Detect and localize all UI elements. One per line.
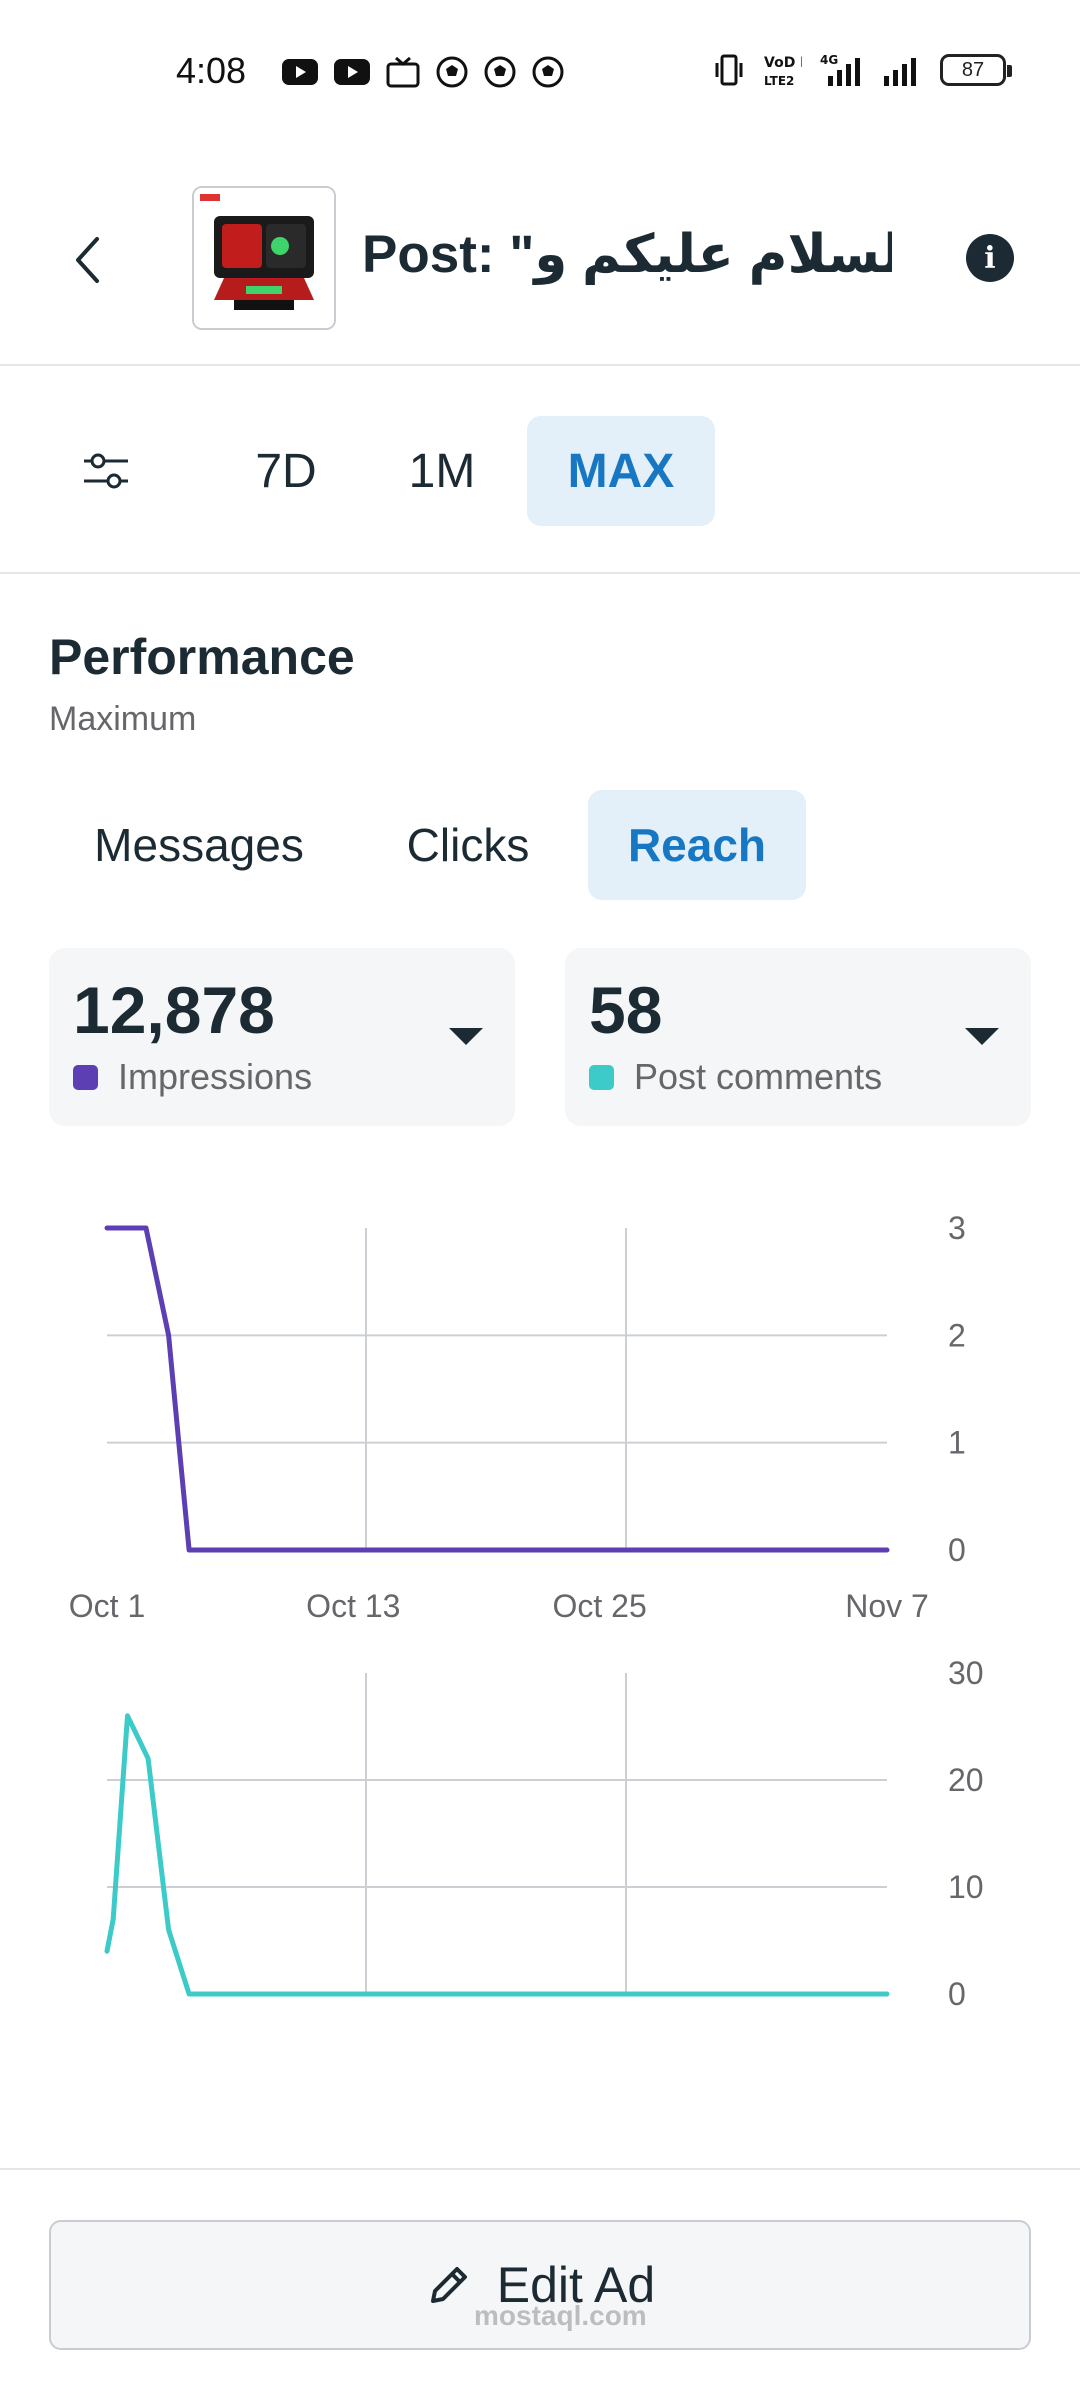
post-comments-chart: 30 20 10 0 (0, 1650, 1080, 2020)
post-comments-series-line (104, 1713, 890, 1997)
impressions-swatch (73, 1064, 98, 1090)
impressions-series-line (104, 1225, 890, 1553)
impressions-legend: Impressions (73, 1056, 312, 1098)
post-comments-legend: Post comments (589, 1056, 882, 1098)
battery-indicator: 87 (940, 54, 1012, 86)
chevron-left-icon (76, 237, 99, 283)
post-comments-value: 58 (589, 973, 663, 1047)
impressions-x-tick-label: Oct 25 (552, 1588, 646, 1624)
caret-down-icon[interactable] (965, 1028, 999, 1045)
impressions-chart-svg: 3 2 1 0 Oct 1 Oct 13 Oct 25 Nov 7 (69, 1210, 966, 1624)
watermark: mostaql.com (474, 2300, 647, 2331)
post-comments-y-tick-label: 0 (948, 1976, 966, 2012)
tab-7d[interactable]: 7D (255, 444, 317, 498)
notification-icons (282, 54, 564, 90)
status-time: 4:08 (176, 50, 247, 91)
impressions-y-tick-label: 0 (948, 1532, 966, 1568)
post-comments-swatch (589, 1064, 614, 1090)
post-thumbnail[interactable] (192, 186, 336, 330)
impressions-y-tick-label: 2 (948, 1317, 966, 1353)
edit-ad-button[interactable]: Edit Ad (49, 2220, 1031, 2350)
tab-clicks[interactable]: Clicks (406, 819, 530, 871)
post-comments-y-tick-label: 10 (948, 1869, 984, 1905)
post-comments-chart-svg: 30 20 10 0 (104, 1655, 984, 2012)
volte-icon: VoD LTE2 LTE2 (764, 55, 802, 88)
svg-text:4G: 4G (820, 53, 838, 67)
impressions-x-tick-label: Oct 1 (69, 1588, 145, 1624)
performance-subtitle: Maximum (49, 700, 197, 738)
impressions-chart: 3 2 1 0 Oct 1 Oct 13 Oct 25 Nov 7 (0, 1190, 1080, 1650)
youtube-icon (334, 59, 370, 85)
impressions-y-tick-label: 3 (948, 1210, 966, 1246)
status-bar: 4:08 VoD LTE2 LTE2 4G 87 (0, 0, 1080, 140)
caret-down-icon[interactable] (449, 1028, 483, 1045)
footer-bar: Edit Ad mostaql.com (0, 2168, 1080, 2400)
tab-reach[interactable]: Reach (588, 790, 806, 900)
tab-messages[interactable]: Messages (94, 819, 304, 871)
impressions-x-tick-label: Oct 13 (306, 1588, 400, 1624)
post-comments-card[interactable]: 58 Post comments (565, 948, 1031, 1126)
post-comments-y-tick-label: 30 (948, 1655, 984, 1691)
signal-icon (884, 58, 916, 86)
tv-icon (386, 56, 420, 88)
filter-button[interactable] (76, 446, 136, 496)
back-button[interactable] (62, 230, 112, 290)
tab-1m[interactable]: 1M (408, 444, 476, 498)
system-icons: VoD LTE2 LTE2 4G 87 (714, 50, 1012, 90)
youtube-icon (282, 59, 318, 85)
vibrate-icon (715, 54, 743, 86)
date-range-bar: 7D 1M MAX (0, 366, 1080, 574)
tab-max[interactable]: MAX (527, 416, 715, 526)
impressions-label: Impressions (118, 1056, 313, 1097)
post-comments-y-tick-label: 20 (948, 1762, 984, 1798)
signal-4g-icon: 4G (820, 53, 860, 86)
edit-ad-label: Edit Ad (496, 2257, 656, 2313)
soccer-ball-icon (436, 56, 468, 88)
info-button[interactable]: i (966, 234, 1014, 282)
svg-text:LTE2: LTE2 (764, 74, 794, 88)
post-comments-label: Post comments (634, 1056, 883, 1097)
performance-title: Performance (49, 629, 355, 685)
post-title: Post: "السلام عليكم و... (362, 225, 892, 284)
info-icon: i (984, 240, 996, 276)
soccer-ball-icon (484, 56, 516, 88)
impressions-x-tick-label: Nov 7 (845, 1588, 929, 1624)
impressions-card[interactable]: 12,878 Impressions (49, 948, 515, 1126)
ad-header: Post: "السلام عليكم و... i (0, 140, 1080, 366)
pencil-icon (430, 2267, 467, 2303)
filter-sliders-icon (84, 453, 128, 489)
vod-label: VoD LTE2 (764, 55, 802, 71)
impressions-y-tick-label: 1 (948, 1425, 966, 1461)
impressions-value: 12,878 (73, 973, 275, 1047)
soccer-ball-icon (532, 56, 564, 88)
product-image (194, 188, 334, 328)
